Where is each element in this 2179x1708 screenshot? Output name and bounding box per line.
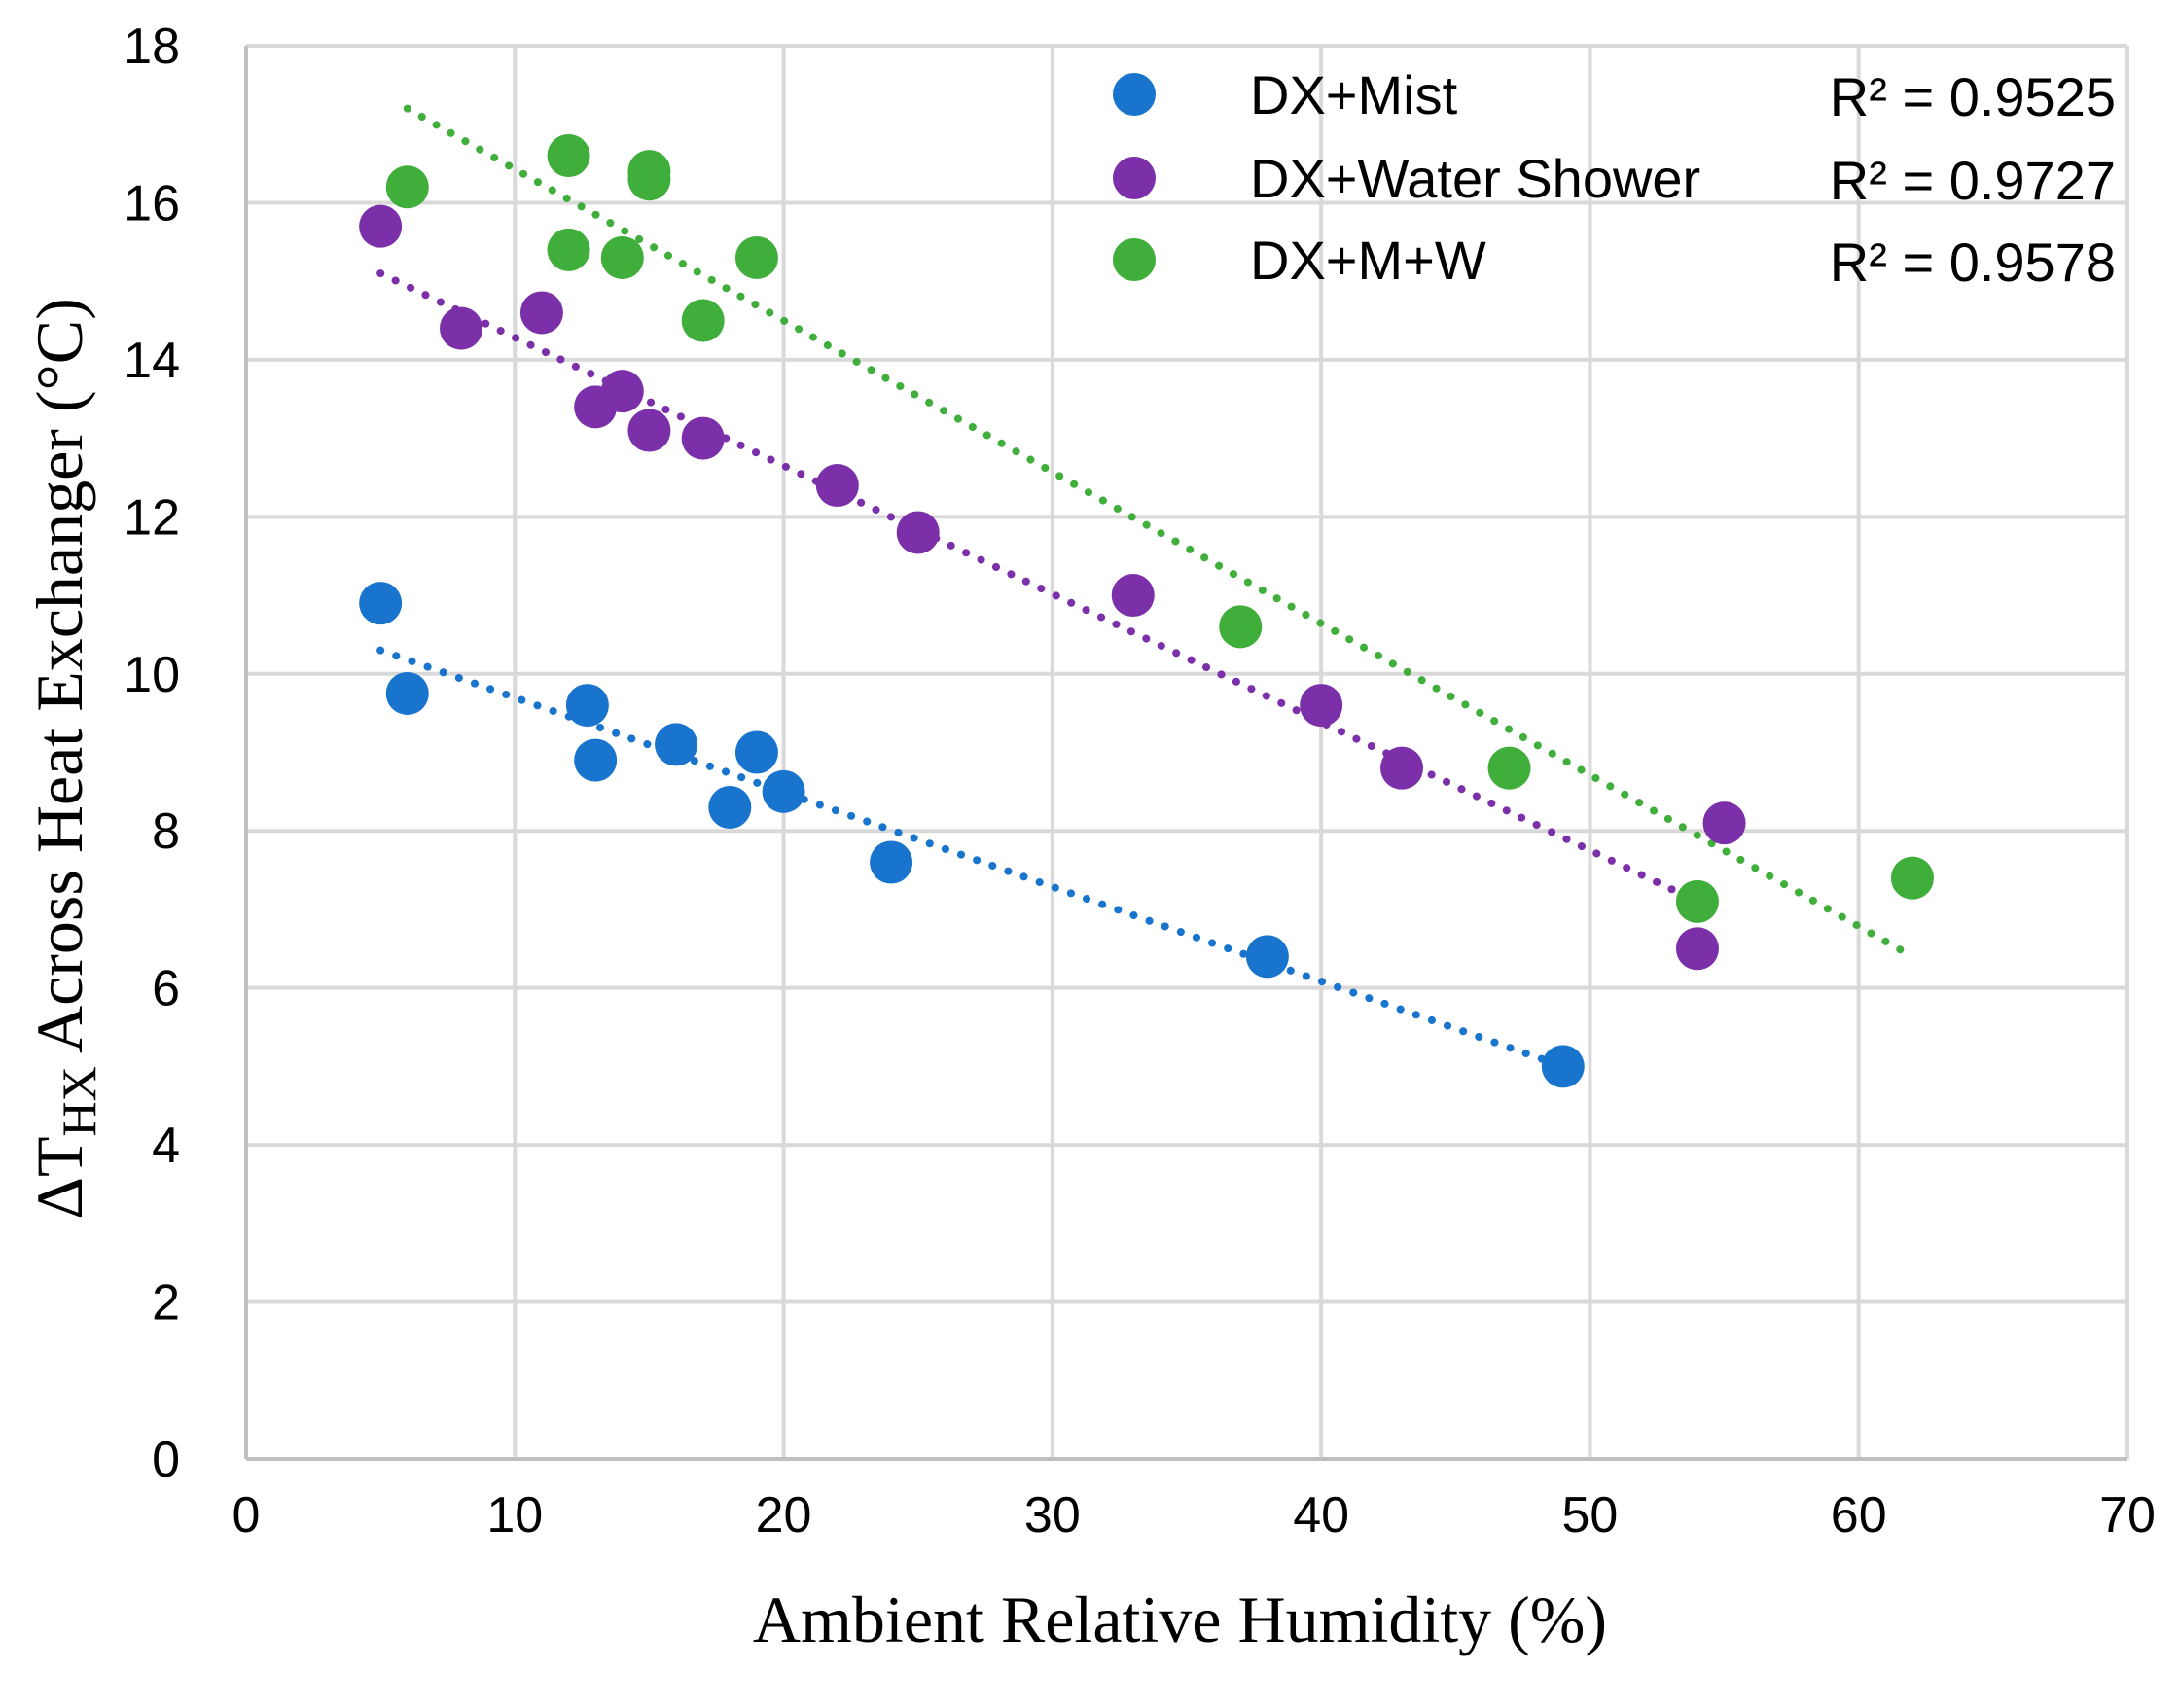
r2-label-dx-m-w: R² = 0.9578 bbox=[1830, 231, 2116, 293]
point-dx-m-w bbox=[1675, 879, 1719, 923]
point-dx-water-shower bbox=[681, 416, 725, 460]
point-dx-mist bbox=[1245, 935, 1289, 979]
point-dx-water-shower bbox=[519, 291, 563, 335]
point-dx-m-w bbox=[600, 235, 644, 279]
point-dx-water-shower bbox=[1675, 927, 1719, 971]
point-dx-water-shower bbox=[815, 464, 859, 508]
trendline-dx-m-w bbox=[403, 104, 1916, 961]
y-axis-title-subscript: HX bbox=[52, 1066, 106, 1136]
y-tick-label: 4 bbox=[152, 1118, 180, 1174]
x-tick-label: 30 bbox=[1024, 1487, 1081, 1544]
point-dx-mist bbox=[1541, 1045, 1585, 1088]
x-tick-label: 40 bbox=[1293, 1487, 1349, 1544]
point-dx-water-shower bbox=[896, 511, 940, 554]
y-tick-labels: 0 2 4 6 8 10 12 14 16 18 bbox=[124, 18, 180, 1488]
legend-marker-dx-water-shower bbox=[1113, 157, 1156, 199]
trendline-dx-mist bbox=[376, 646, 1567, 1071]
point-dx-mist bbox=[734, 730, 778, 774]
trendline-dx-water-shower bbox=[376, 269, 1701, 906]
point-dx-water-shower bbox=[1702, 801, 1746, 845]
y-tick-label: 0 bbox=[152, 1432, 180, 1488]
axes bbox=[244, 46, 2127, 1461]
legend: DX+Mist DX+Water Shower DX+M+W bbox=[1113, 64, 1700, 291]
y-axis-title-prefix: ΔT bbox=[22, 1137, 96, 1220]
legend-label-dx-m-w: DX+M+W bbox=[1250, 230, 1486, 291]
y-tick-label: 6 bbox=[152, 961, 180, 1017]
x-tick-label: 70 bbox=[2099, 1487, 2156, 1544]
point-dx-mist bbox=[762, 769, 805, 813]
legend-marker-dx-m-w bbox=[1113, 238, 1156, 281]
point-dx-m-w bbox=[627, 158, 671, 201]
y-tick-label: 12 bbox=[124, 489, 180, 546]
x-tick-label: 20 bbox=[756, 1487, 812, 1544]
y-tick-label: 16 bbox=[124, 175, 180, 231]
point-dx-water-shower bbox=[1380, 746, 1424, 790]
y-tick-label: 2 bbox=[152, 1275, 180, 1332]
x-axis-title: Ambient Relative Humidity (%) bbox=[753, 1583, 1607, 1656]
point-dx-water-shower bbox=[440, 306, 483, 350]
y-tick-label: 14 bbox=[124, 333, 180, 389]
y-tick-label: 18 bbox=[124, 18, 180, 75]
point-dx-mist bbox=[870, 840, 913, 884]
point-dx-m-w bbox=[734, 235, 778, 279]
point-dx-mist bbox=[708, 786, 752, 830]
point-dx-m-w bbox=[547, 134, 590, 178]
point-dx-m-w bbox=[547, 228, 590, 271]
y-axis-title-suffix: Across Heat Exchanger (°C) bbox=[22, 298, 96, 1066]
grid-lines bbox=[246, 44, 2129, 1459]
point-dx-water-shower bbox=[1300, 684, 1343, 728]
x-tick-label: 60 bbox=[1831, 1487, 1887, 1544]
point-dx-m-w bbox=[1890, 856, 1934, 900]
r2-label-dx-water-shower: R² = 0.9727 bbox=[1830, 150, 2116, 211]
x-tick-label: 0 bbox=[232, 1487, 261, 1544]
point-dx-mist bbox=[565, 684, 609, 728]
point-dx-m-w bbox=[385, 165, 429, 209]
point-dx-mist bbox=[655, 723, 698, 766]
y-axis-title: ΔTHX Across Heat Exchanger (°C) bbox=[22, 298, 106, 1220]
y-tick-label: 10 bbox=[124, 647, 180, 703]
point-dx-water-shower bbox=[600, 370, 644, 413]
point-dx-m-w bbox=[1487, 746, 1531, 790]
point-dx-water-shower bbox=[359, 204, 403, 248]
data-points bbox=[359, 134, 1934, 1088]
point-dx-mist bbox=[359, 582, 403, 625]
point-dx-m-w bbox=[1219, 605, 1263, 649]
trendlines bbox=[376, 104, 1916, 1071]
point-dx-mist bbox=[574, 738, 618, 782]
x-tick-label: 50 bbox=[1562, 1487, 1619, 1544]
point-dx-mist bbox=[385, 671, 429, 715]
legend-label-dx-water-shower: DX+Water Shower bbox=[1250, 148, 1700, 209]
x-tick-label: 10 bbox=[486, 1487, 543, 1544]
point-dx-water-shower bbox=[627, 409, 671, 452]
point-dx-water-shower bbox=[1111, 574, 1155, 618]
x-tick-labels: 0 10 20 30 40 50 60 70 bbox=[232, 1487, 2156, 1544]
r-squared-labels: R² = 0.9525 R² = 0.9727 R² = 0.9578 bbox=[1830, 66, 2116, 293]
legend-marker-dx-mist bbox=[1113, 73, 1156, 116]
r2-label-dx-mist: R² = 0.9525 bbox=[1830, 66, 2116, 127]
legend-label-dx-mist: DX+Mist bbox=[1250, 64, 1458, 125]
y-tick-label: 8 bbox=[152, 803, 180, 860]
point-dx-m-w bbox=[681, 299, 725, 342]
